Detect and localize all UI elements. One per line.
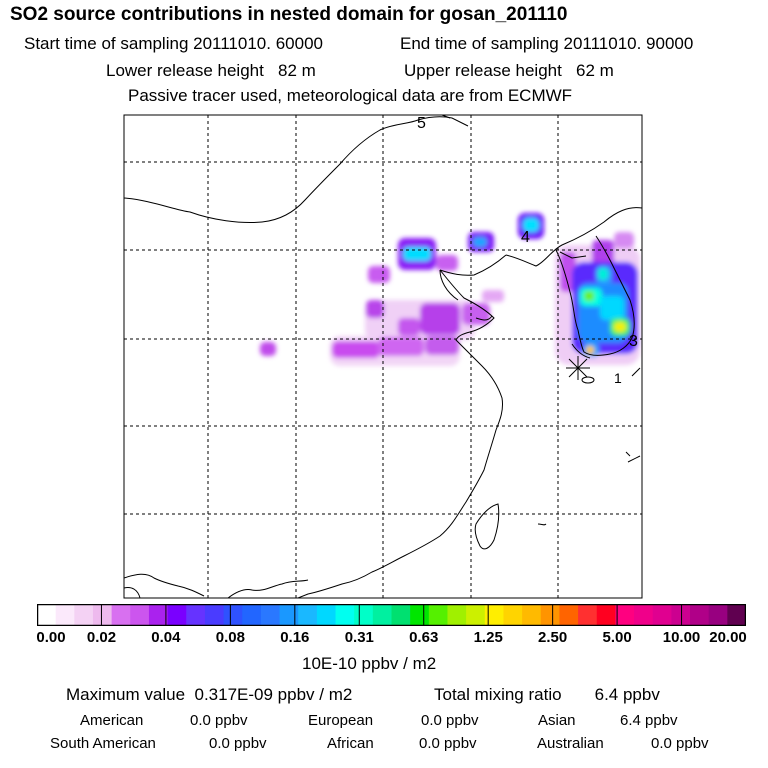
colorbar-swatch <box>92 604 113 626</box>
colorbar-swatch <box>596 604 616 626</box>
colorbar-swatch <box>484 604 505 626</box>
region-african-name: African <box>327 735 374 752</box>
colorbar-swatch <box>652 604 672 626</box>
colorbar-swatch <box>298 604 318 626</box>
lower-release-label: Lower release height <box>106 61 264 80</box>
colorbar-swatch <box>503 604 523 626</box>
map-frame <box>123 114 643 599</box>
total-mixing-ratio: Total mixing ratio 6.4 ppbv <box>434 685 660 705</box>
region-european-value: 0.0 ppbv <box>421 712 479 729</box>
colorbar-swatch <box>372 604 393 626</box>
tracer-note: Passive tracer used, meteorological data… <box>128 86 573 105</box>
colorbar-swatch <box>428 604 449 626</box>
colorbar-swatch <box>522 604 542 626</box>
receptor-star-marker <box>566 356 590 380</box>
total-label: Total mixing ratio <box>434 685 562 704</box>
colorbar-tick-label: 0.16 <box>280 629 310 646</box>
colorbar-tick-label: 0.63 <box>409 629 439 646</box>
colorbar-swatch <box>578 604 598 626</box>
maximum-value: Maximum value 0.317E-09 ppbv / m2 <box>66 685 352 705</box>
colorbar-swatch <box>335 604 355 626</box>
end-time-value: 20111010. 90000 <box>563 34 694 53</box>
colorbar-tick-label: 0.00 <box>36 629 66 646</box>
colorbar-swatch <box>223 604 243 626</box>
region-american-name: American <box>80 712 144 729</box>
colorbar-tick-label: 2.50 <box>537 629 568 646</box>
marker-1: 1 <box>614 370 622 386</box>
colorbar-swatch <box>690 604 710 626</box>
region-american-value: 0.0 ppbv <box>190 712 248 729</box>
start-time-value: 20111010. 60000 <box>193 34 323 53</box>
colorbar-border <box>37 604 746 626</box>
colorbar-swatch <box>111 604 131 626</box>
upper-release-label: Upper release height <box>404 61 562 80</box>
lower-release-height: Lower release height 82 m <box>106 61 316 81</box>
colorbar-swatch <box>634 604 654 626</box>
colorbar-tick-label: 0.31 <box>344 629 374 646</box>
colorbar-tick-label: 0.04 <box>151 629 181 646</box>
end-time-label: End time of sampling <box>400 34 559 53</box>
upper-release-value: 62 m <box>576 61 614 80</box>
lat-lon-grid <box>124 115 642 598</box>
colorbar-swatch <box>559 604 579 626</box>
plot-title: SO2 source contributions in nested domai… <box>10 4 568 25</box>
end-time: End time of sampling 20111010. 90000 <box>400 34 693 54</box>
colorbar-swatch <box>671 604 691 626</box>
colorbar-swatch <box>540 604 561 626</box>
region-south-american-value: 0.0 ppbv <box>209 735 267 752</box>
colorbar-swatch <box>354 604 374 626</box>
region-asian-name: Asian <box>538 712 576 729</box>
colorbar-swatch <box>279 604 299 626</box>
region-african-value: 0.0 ppbv <box>419 735 477 752</box>
colorbar-swatch <box>74 604 94 626</box>
colorbar-tick-label: 1.25 <box>473 629 503 646</box>
colorbar-swatch <box>55 604 75 626</box>
total-value: 6.4 ppbv <box>594 685 660 704</box>
region-australian-name: Australian <box>537 735 604 752</box>
colorbar-swatch <box>130 604 150 626</box>
start-time-label: Start time of sampling <box>24 34 189 53</box>
colorbar-swatch <box>260 604 281 626</box>
colorbar-swatch <box>204 604 225 626</box>
marker-4: 4 <box>521 229 530 246</box>
colorbar <box>37 604 746 626</box>
colorbar-swatch <box>708 604 728 626</box>
region-australian-value: 0.0 ppbv <box>651 735 709 752</box>
colorbar-swatch <box>466 604 486 626</box>
region-asian-value: 6.4 ppbv <box>620 712 678 729</box>
colorbar-swatch <box>391 604 411 626</box>
colorbar-swatch <box>148 604 169 626</box>
lower-release-value: 82 m <box>278 61 316 80</box>
colorbar-swatch <box>37 604 57 626</box>
region-south-american-name: South American <box>50 735 156 752</box>
max-value: 0.317E-09 ppbv / m2 <box>194 685 353 704</box>
max-label: Maximum value <box>66 685 186 704</box>
region-european-name: European <box>308 712 374 729</box>
colorbar-unit: 10E-10 ppbv / m2 <box>302 654 437 673</box>
coastlines <box>124 115 642 598</box>
colorbar-swatch <box>186 604 206 626</box>
colorbar-tick-label: 5.00 <box>602 629 632 646</box>
colorbar-tick-label: 10.00 <box>662 629 701 646</box>
marker-3: 3 <box>629 333 638 350</box>
colorbar-swatch <box>615 604 635 626</box>
colorbar-swatch <box>167 604 187 626</box>
colorbar-swatch <box>316 604 337 626</box>
colorbar-swatch <box>727 604 746 626</box>
colorbar-swatch <box>447 604 467 626</box>
colorbar-swatch <box>242 604 262 626</box>
colorbar-swatch <box>410 604 430 626</box>
colorbar-tick-label: 0.08 <box>215 629 245 646</box>
concentration-field <box>260 213 640 366</box>
marker-5: 5 <box>417 115 426 132</box>
upper-release-height: Upper release height 62 m <box>404 61 614 81</box>
start-time: Start time of sampling 20111010. 60000 <box>24 34 323 54</box>
colorbar-tick-label: 0.02 <box>86 629 117 646</box>
colorbar-tick-label: 20.00 <box>709 629 747 646</box>
